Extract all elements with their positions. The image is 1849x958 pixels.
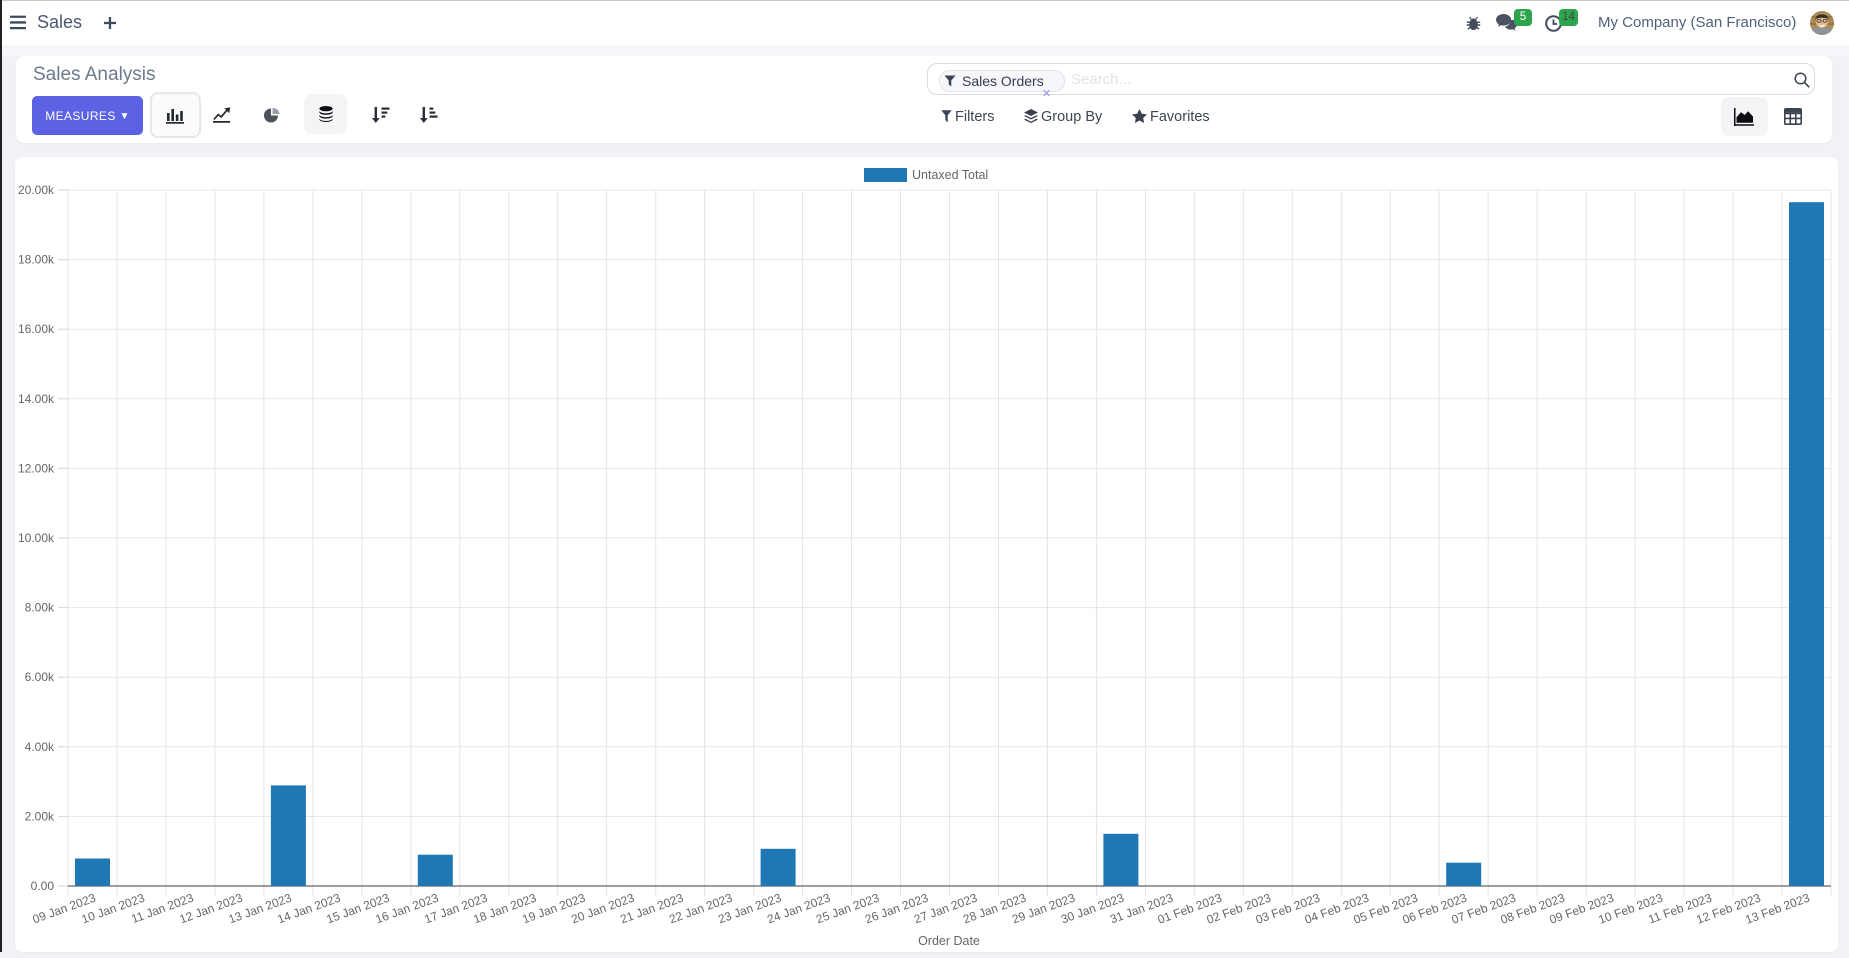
svg-text:18.00k: 18.00k (18, 253, 55, 267)
svg-text:10.00k: 10.00k (18, 531, 55, 545)
svg-text:Untaxed Total: Untaxed Total (912, 168, 988, 182)
svg-text:20.00k: 20.00k (18, 183, 55, 197)
svg-text:8.00k: 8.00k (25, 601, 55, 615)
svg-text:16.00k: 16.00k (18, 322, 55, 336)
svg-text:0.00: 0.00 (31, 879, 55, 893)
svg-text:6.00k: 6.00k (25, 670, 55, 684)
svg-text:14.00k: 14.00k (18, 392, 55, 406)
svg-text:Order Date: Order Date (918, 934, 980, 948)
svg-text:4.00k: 4.00k (25, 740, 55, 754)
svg-text:12.00k: 12.00k (18, 461, 55, 475)
svg-text:2.00k: 2.00k (25, 809, 55, 823)
